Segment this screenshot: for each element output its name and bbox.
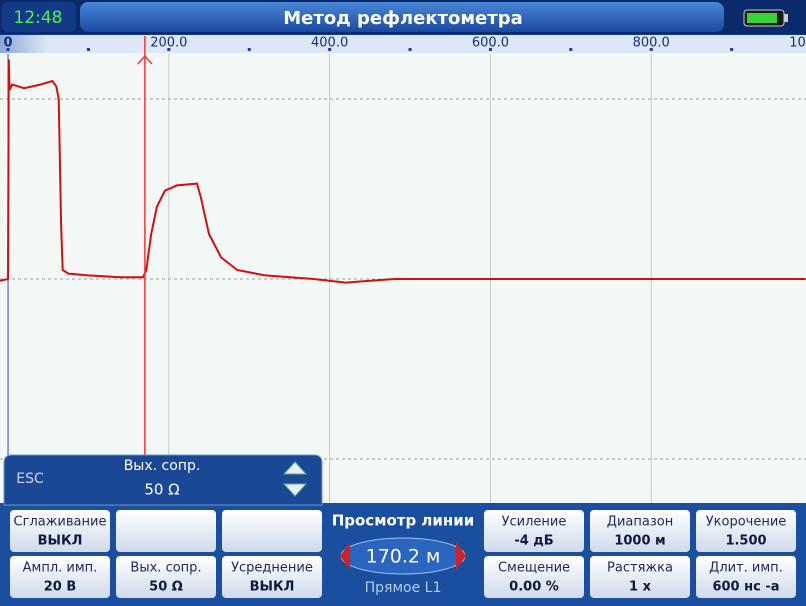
button[interactable] — [222, 556, 322, 598]
button-value: ВЫКЛ — [250, 580, 295, 595]
center-title: Просмотр линии — [332, 512, 475, 530]
battery-tip — [784, 14, 788, 22]
button-label: Ампл. имп. — [23, 561, 98, 576]
x-tick-label: 0 — [4, 36, 13, 51]
tick-mark — [649, 48, 653, 51]
button-value: 1000 м — [614, 534, 665, 549]
button-label: Длит. имп. — [709, 561, 783, 576]
button-value: 600 нс -а — [712, 580, 779, 595]
cursor-arrow — [137, 54, 153, 65]
button-value: 0.00 % — [509, 580, 559, 595]
button[interactable] — [590, 510, 690, 552]
button[interactable] — [484, 556, 584, 598]
popup-value: 50 Ω — [144, 481, 179, 499]
tick-mark — [6, 48, 10, 51]
button-value: -4 дБ — [514, 534, 553, 549]
trace — [0, 59, 806, 284]
x-tick-label: 800.0 — [633, 36, 670, 51]
button-label: Диапазон — [607, 515, 673, 530]
minor-tick — [730, 48, 734, 51]
button[interactable] — [10, 556, 110, 598]
clock: 12:48 — [14, 8, 63, 28]
minor-tick — [86, 48, 90, 51]
button[interactable] — [484, 510, 584, 552]
popup-title: Вых. сопр. — [124, 458, 201, 474]
button-label: Усиление — [502, 515, 567, 530]
title-bar — [80, 2, 724, 32]
x-tick-label: 1000.0 — [789, 36, 806, 51]
x-tick-label: 400.0 — [311, 36, 348, 51]
x-tick-label: 200.0 — [150, 36, 187, 51]
esc-button[interactable]: ESC — [16, 471, 44, 487]
center-value: 170.2 м — [366, 546, 441, 568]
button[interactable] — [590, 556, 690, 598]
minor-tick — [247, 48, 251, 51]
tick-mark — [167, 48, 171, 51]
button[interactable] — [696, 510, 796, 552]
up-down-icon[interactable] — [282, 461, 308, 497]
button-label: Смещение — [498, 561, 570, 576]
button-label: Усреднение — [231, 561, 313, 576]
button-label: Растяжка — [607, 561, 673, 576]
button-label: Сглаживание — [14, 515, 107, 530]
x-tick-label: 600.0 — [472, 36, 509, 51]
tick-mark — [328, 48, 332, 51]
button[interactable] — [116, 556, 216, 598]
panel: ESC Вых. сопр. 50 Ω Просмотр линии 170.2… — [0, 454, 806, 606]
blank-button[interactable] — [116, 510, 216, 552]
button-label: Вых. сопр. — [130, 561, 201, 576]
center-sub: Прямое L1 — [365, 580, 442, 596]
battery-level — [747, 13, 777, 23]
minor-tick — [408, 48, 412, 51]
tick-mark — [488, 48, 492, 51]
button[interactable] — [10, 510, 110, 552]
plot: 0 200.0 400.0 600.0 800.0 1000.0 — [0, 36, 806, 504]
clock-box — [2, 2, 76, 32]
button-value: 1.500 — [725, 534, 766, 549]
popup — [3, 454, 323, 506]
button-label: Укорочение — [706, 515, 787, 530]
button-value: 50 Ω — [149, 580, 183, 595]
axis-strip — [0, 35, 806, 53]
button-value: 1 x — [629, 580, 652, 595]
minor-tick — [569, 48, 573, 51]
button[interactable] — [696, 556, 796, 598]
blank-button[interactable] — [222, 510, 322, 552]
title: Метод рефлектометра — [283, 8, 522, 29]
button-value: 20 В — [44, 580, 77, 595]
button-value: ВЫКЛ — [38, 534, 83, 549]
